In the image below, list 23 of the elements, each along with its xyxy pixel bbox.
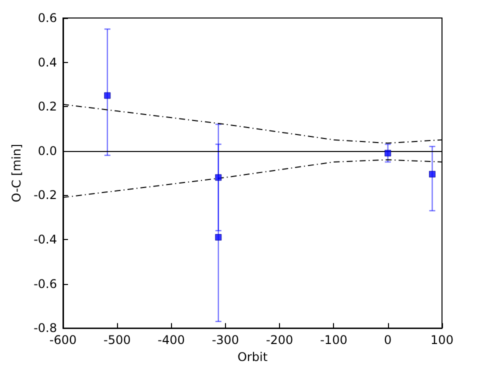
y-tick-label: -0.2	[34, 188, 57, 202]
point	[215, 174, 222, 181]
x-tick-label: -500	[104, 333, 131, 348]
point	[429, 170, 436, 178]
point	[104, 92, 111, 99]
y-tick-label: 0.4	[38, 55, 57, 70]
x-tick-label: -400	[158, 333, 185, 348]
x-tick-label: 100	[430, 333, 454, 348]
y-tick-label: -0.8	[34, 321, 57, 336]
x-tick-label: -300	[212, 333, 240, 348]
x-tick-label: 0	[384, 333, 392, 348]
y-tick-label: 0.2	[38, 100, 57, 114]
y-tick-label: -0.6	[34, 276, 57, 291]
x-tick-label: -200	[266, 333, 294, 348]
point	[215, 234, 222, 241]
x-tick-label: -100	[320, 333, 348, 348]
y-tick-label: 0.6	[38, 11, 57, 25]
y-tick-label: -0.4	[34, 232, 57, 246]
x-tick-label: -600	[49, 333, 77, 348]
x-axis-title: Orbit	[237, 350, 268, 364]
point	[384, 150, 392, 156]
y-axis-title: O-C [min]	[10, 144, 24, 202]
y-tick-label: 0.0	[38, 144, 57, 158]
